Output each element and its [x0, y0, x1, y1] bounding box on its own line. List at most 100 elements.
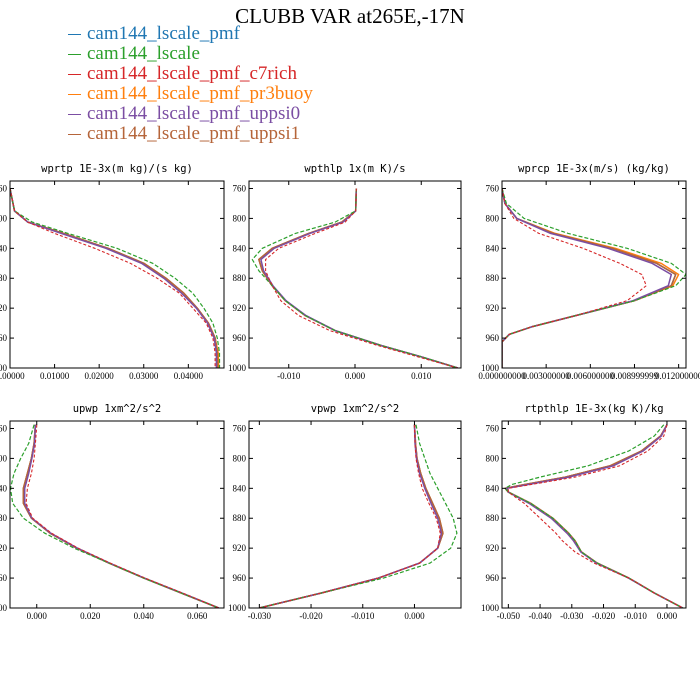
y-tick-label: 840	[233, 483, 247, 493]
panel-frame	[9, 180, 225, 369]
x-tick-label: 0.000	[27, 611, 48, 621]
series-line-4	[502, 188, 673, 368]
y-tick-label: 800	[486, 213, 500, 223]
x-tick-label: 0.012000000	[655, 371, 700, 381]
panel-3: upwp 1xm^2/s^2 760 800 840 880 920 960 1000 0.00…	[0, 403, 225, 621]
series-line-1	[504, 424, 684, 608]
series-line-1	[251, 188, 458, 368]
y-tick-label: 840	[486, 483, 500, 493]
x-tick-label: 0.03000	[129, 371, 159, 381]
y-tick-label: 1000	[481, 603, 500, 613]
x-tick-label: 0.000000000	[478, 371, 526, 381]
series-line-3	[502, 188, 680, 368]
y-tick-label: 920	[233, 543, 247, 553]
legend-item: cam144_lscale_pmf_uppsi1	[68, 124, 313, 144]
legend-item: cam144_lscale_pmf_uppsi0	[68, 104, 313, 124]
y-tick-label: 920	[486, 543, 500, 553]
x-tick-label: 0.060	[187, 611, 208, 621]
series-line-2	[507, 424, 684, 608]
series-line-3	[258, 188, 458, 368]
y-tick-label: 840	[233, 243, 247, 253]
panel-title: wprtp 1E-3x(m kg)/(s kg)	[41, 163, 193, 175]
panel-frame	[9, 420, 225, 609]
legend-swatch	[68, 74, 81, 76]
x-tick-label: 0.008999999	[611, 371, 659, 381]
y-tick-label: 800	[486, 453, 500, 463]
panel-frame	[501, 180, 687, 369]
y-tick-label: 1000	[0, 363, 8, 373]
series-line-0	[504, 424, 684, 608]
y-tick-label: 1000	[228, 363, 247, 373]
panel-title: vpwp 1xm^2/s^2	[311, 403, 400, 415]
legend-item: cam144_lscale_pmf	[68, 24, 313, 44]
x-tick-label: 0.010	[411, 371, 432, 381]
legend-item: cam144_lscale_pmf_c7rich	[68, 64, 313, 84]
x-tick-label: -0.010	[351, 611, 375, 621]
y-tick-label: 760	[0, 183, 8, 193]
x-tick-label: 0.01000	[40, 371, 70, 381]
y-tick-label: 800	[233, 453, 247, 463]
legend-swatch	[68, 134, 81, 136]
series-line-4	[260, 188, 458, 368]
panel-title: wpthlp 1x(m K)/s	[304, 163, 405, 175]
series-line-0	[22, 424, 219, 608]
x-tick-label: 0.006000000	[567, 371, 615, 381]
y-tick-label: 920	[0, 543, 8, 553]
y-tick-label: 960	[233, 573, 247, 583]
y-tick-label: 960	[486, 333, 500, 343]
series-line-1	[502, 188, 686, 368]
legend-label: cam144_lscale_pmf_uppsi1	[87, 123, 301, 144]
series-line-3	[10, 188, 220, 368]
y-tick-label: 840	[0, 483, 8, 493]
y-tick-label: 920	[486, 303, 500, 313]
x-tick-label: -0.010	[277, 371, 301, 381]
y-tick-label: 880	[233, 273, 247, 283]
y-tick-label: 920	[0, 303, 8, 313]
figure-title: CLUBB VAR at265E,-17N	[235, 4, 465, 28]
x-tick-label: -0.030	[248, 611, 272, 621]
legend-label: cam144_lscale_pmf_c7rich	[87, 63, 297, 84]
series-line-4	[259, 424, 443, 608]
series-line-4	[506, 424, 684, 608]
series-line-1	[259, 424, 458, 608]
series-line-0	[502, 188, 677, 368]
legend-swatch	[68, 114, 81, 116]
series-line-5	[502, 188, 677, 368]
panel-0: wprtp 1E-3x(m kg)/(s kg) 760 800 840 880 920 9…	[0, 163, 225, 381]
panel-frame	[248, 420, 462, 609]
y-tick-label: 1000	[228, 603, 247, 613]
y-tick-label: 920	[233, 303, 247, 313]
legend-label: cam144_lscale_pmf	[87, 23, 241, 44]
series-line-4	[23, 424, 219, 608]
series-line-2	[259, 424, 441, 608]
y-tick-label: 960	[486, 573, 500, 583]
x-tick-label: 0.000	[404, 611, 425, 621]
legend-label: cam144_lscale_pmf_pr3buoy	[87, 83, 313, 104]
x-tick-label: 0.020	[80, 611, 101, 621]
x-tick-label: 0.000	[345, 371, 366, 381]
panel-title: upwp 1xm^2/s^2	[73, 403, 162, 415]
series-line-0	[258, 188, 458, 368]
y-tick-label: 1000	[481, 363, 500, 373]
legend: cam144_lscale_pmf cam144_lscale cam144_l…	[68, 24, 313, 144]
series-line-5	[504, 424, 684, 608]
y-tick-label: 760	[233, 183, 247, 193]
legend-item: cam144_lscale_pmf_pr3buoy	[68, 84, 313, 104]
legend-label: cam144_lscale	[87, 43, 200, 64]
x-tick-label: -0.020	[299, 611, 323, 621]
x-tick-label: 0.02000	[85, 371, 115, 381]
series-line-5	[10, 188, 219, 368]
panel-title: rtpthlp 1E-3x(kg K)/kg	[524, 403, 663, 415]
x-tick-label: 0.003000000	[523, 371, 571, 381]
y-tick-label: 880	[486, 513, 500, 523]
series-line-3	[22, 424, 219, 608]
series-line-0	[10, 188, 219, 368]
y-tick-label: 880	[486, 273, 500, 283]
x-tick-label: 0.040	[134, 611, 155, 621]
legend-swatch	[68, 34, 81, 36]
series-line-1	[10, 188, 221, 368]
y-tick-label: 800	[0, 453, 8, 463]
y-tick-label: 960	[0, 573, 8, 583]
legend-swatch	[68, 94, 81, 96]
series-line-1	[10, 424, 219, 608]
